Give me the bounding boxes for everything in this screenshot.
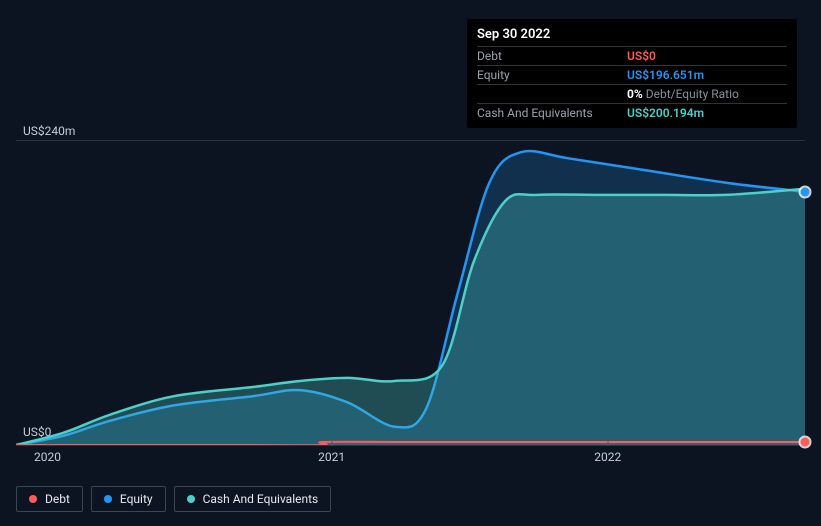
tooltip-row: Cash And Equivalents US$200.194m: [477, 103, 787, 122]
legend-label: Cash And Equivalents: [203, 492, 319, 506]
legend-dot-icon: [29, 495, 37, 503]
x-axis-tick-mark: [608, 440, 609, 446]
legend-dot-icon: [187, 495, 195, 503]
tooltip-row: 0% Debt/Equity Ratio: [477, 84, 787, 103]
tooltip-label: Equity: [477, 68, 597, 82]
tooltip-date: Sep 30 2022: [477, 25, 787, 46]
tooltip-label: [477, 87, 597, 101]
tooltip-row: Debt US$0: [477, 46, 787, 65]
x-axis-tick-label: 2020: [34, 450, 61, 464]
chart-tooltip: Sep 30 2022 Debt US$0 Equity US$196.651m 0% …: [467, 19, 797, 128]
x-axis-tick-mark: [48, 440, 49, 446]
legend-label: Equity: [120, 492, 153, 506]
chart-legend: Debt Equity Cash And Equivalents: [16, 486, 331, 512]
legend-item-cash-and-equivalents[interactable]: Cash And Equivalents: [174, 486, 332, 512]
tooltip-label: Cash And Equivalents: [477, 106, 597, 120]
chart-marker-equity: [801, 187, 810, 196]
area-chart: [16, 140, 805, 445]
tooltip-row: Equity US$196.651m: [477, 65, 787, 84]
x-axis-tick-mark: [332, 440, 333, 446]
legend-label: Debt: [45, 492, 70, 506]
x-axis-tick: 2022: [594, 450, 621, 464]
x-axis-tick-label: 2022: [594, 450, 621, 464]
x-axis-baseline: [16, 445, 805, 446]
x-axis-tick-label: 2021: [318, 450, 345, 464]
legend-dot-icon: [104, 495, 112, 503]
legend-item-equity[interactable]: Equity: [91, 486, 166, 512]
tooltip-value: 0% Debt/Equity Ratio: [617, 87, 787, 101]
legend-item-debt[interactable]: Debt: [16, 486, 83, 512]
tooltip-value: US$196.651m: [617, 68, 787, 82]
x-axis-tick: 2020: [34, 450, 61, 464]
tooltip-value: US$0: [617, 49, 787, 63]
chart-marker-debt: [801, 437, 810, 446]
tooltip-value: US$200.194m: [617, 106, 787, 120]
tooltip-label: Debt: [477, 49, 597, 63]
x-axis-tick: 2021: [318, 450, 345, 464]
y-axis-max-label: US$240m: [23, 124, 75, 138]
